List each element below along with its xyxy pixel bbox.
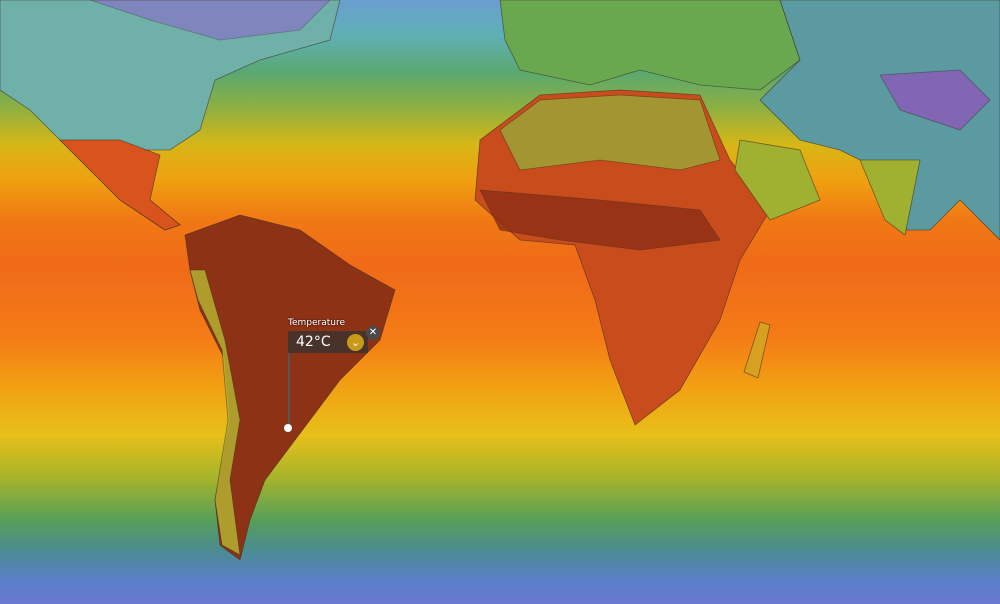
picker-stem xyxy=(288,340,290,428)
mexico-hot xyxy=(59,139,181,231)
africa xyxy=(474,89,771,426)
tibet xyxy=(879,69,991,131)
picker-label: Temperature xyxy=(288,318,346,328)
north-america xyxy=(0,0,341,231)
madagascar xyxy=(743,321,771,379)
north-america-canada xyxy=(89,0,331,41)
picker-value-box[interactable]: 42°C ⌄ xyxy=(288,331,368,353)
sahara-north xyxy=(499,94,721,171)
picker-value: 42°C xyxy=(296,334,331,350)
arabia-india xyxy=(734,139,921,236)
chevron-down-icon[interactable]: ⌄ xyxy=(347,333,364,351)
europe xyxy=(499,0,801,91)
andes xyxy=(189,269,241,556)
close-icon[interactable]: ✕ xyxy=(366,326,380,340)
picker-location-dot[interactable] xyxy=(284,424,292,432)
sahel-hot xyxy=(479,189,721,251)
weather-picker: Temperature 42°C ⌄ xyxy=(288,318,368,353)
